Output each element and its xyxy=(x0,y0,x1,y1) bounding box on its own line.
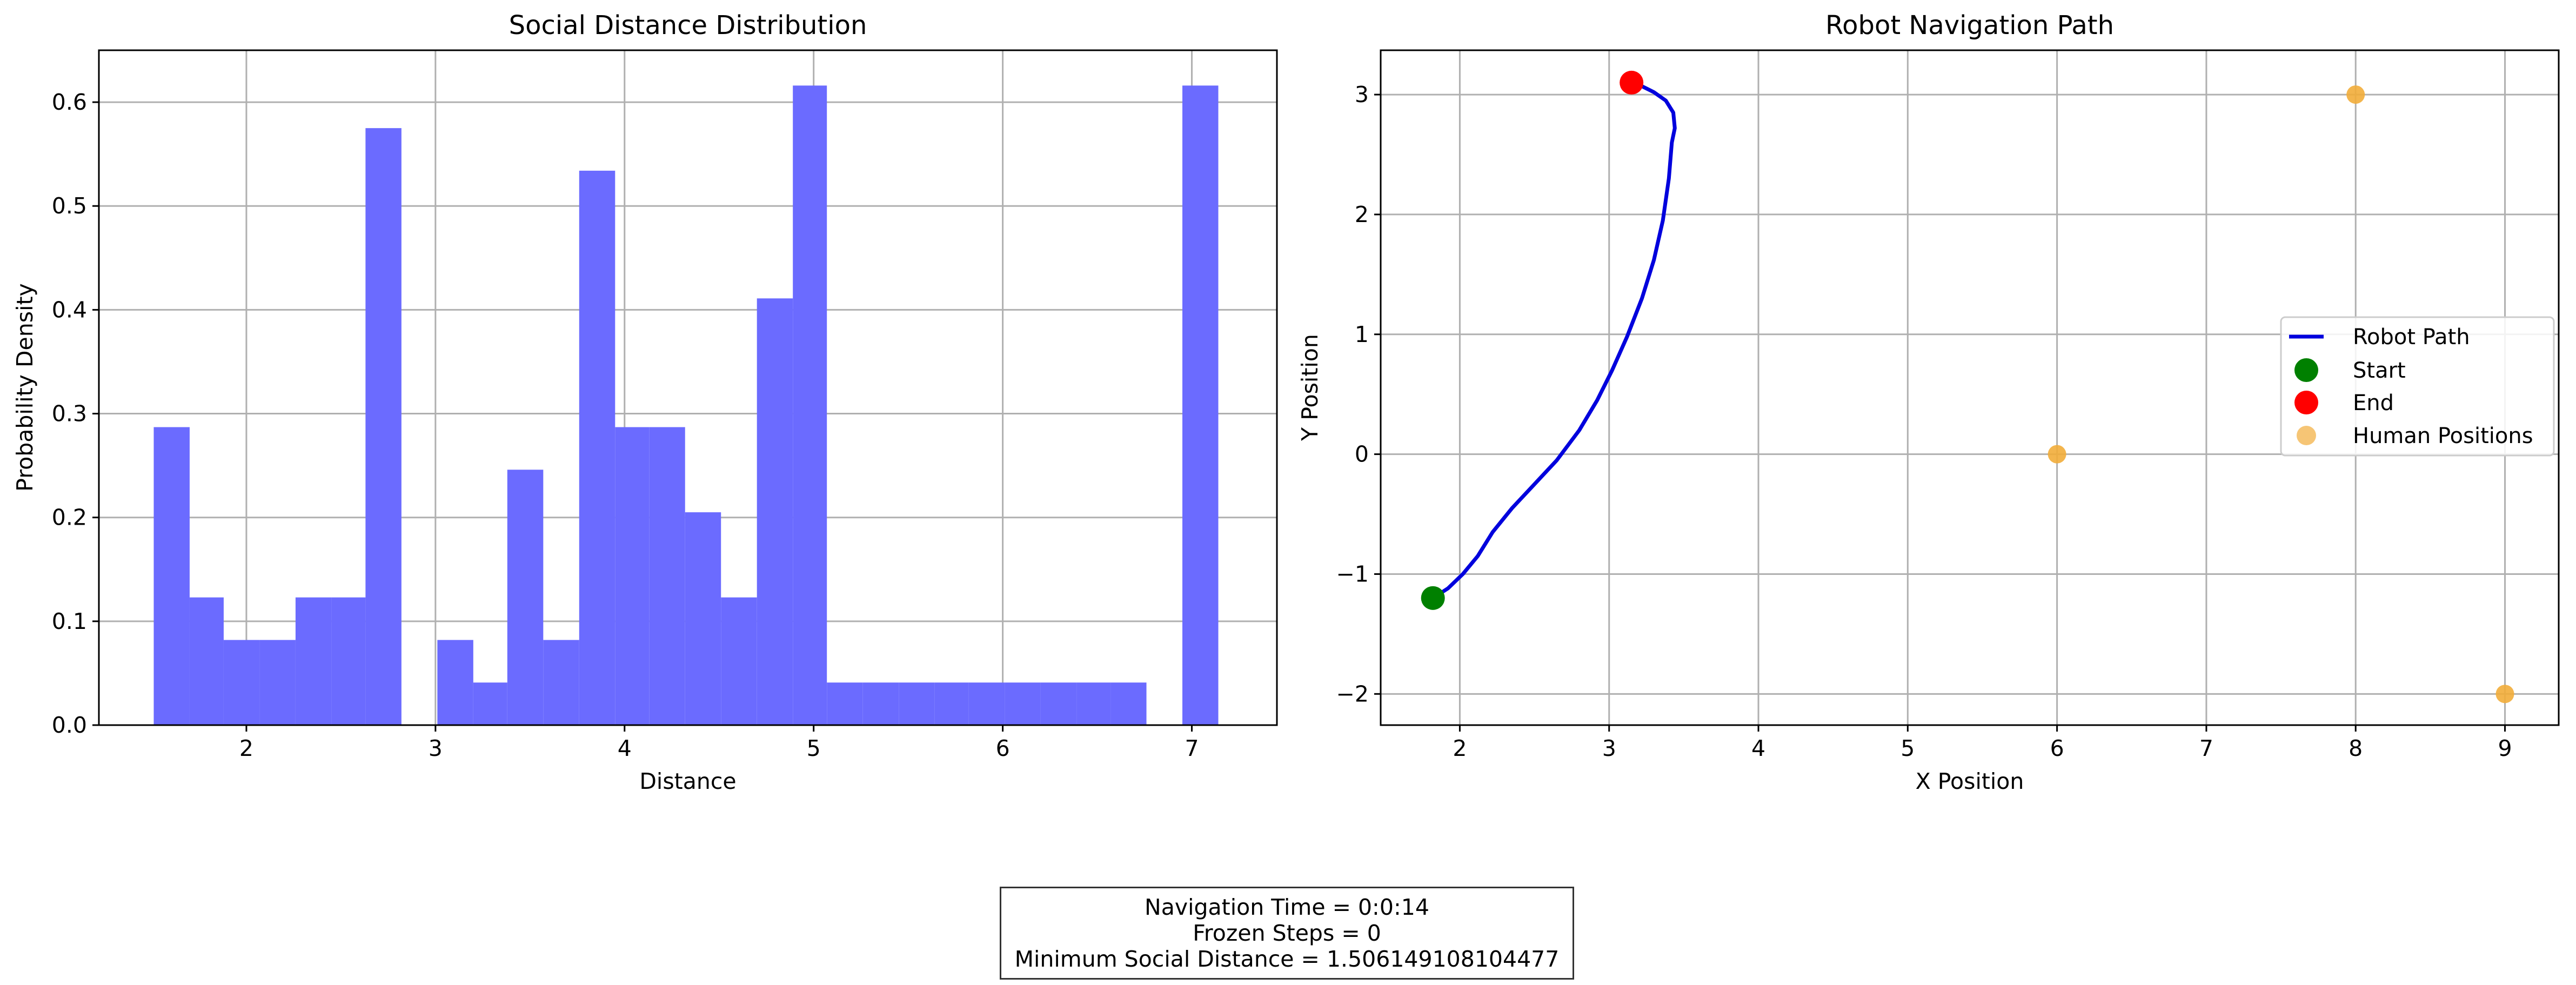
histogram-bar xyxy=(259,640,296,725)
x-tick-label: 6 xyxy=(996,735,1010,761)
histogram-y-ticks: 0.0 0.1 0.2 0.3 0.4 0.5 0.6 xyxy=(52,89,99,738)
histogram-bar xyxy=(331,597,366,725)
histogram-bar xyxy=(223,640,260,725)
stats-navigation-time: Navigation Time = 0:0:14 xyxy=(1145,894,1429,920)
y-tick-label: 0 xyxy=(1355,441,1369,467)
legend-label-start: Start xyxy=(2353,358,2406,383)
y-tick-label: 3 xyxy=(1355,82,1369,108)
histogram-bar xyxy=(1182,85,1219,726)
histogram-x-label: Distance xyxy=(639,768,736,794)
histogram-bar xyxy=(295,597,332,725)
x-tick-label: 4 xyxy=(1751,735,1765,761)
stats-frozen-steps: Frozen Steps = 0 xyxy=(1193,920,1381,946)
x-tick-label: 5 xyxy=(1901,735,1915,761)
histogram-bar xyxy=(153,427,190,725)
histogram-bar xyxy=(189,597,224,725)
navigation-y-ticks: −2 −1 0 1 2 3 xyxy=(1336,82,1381,707)
histogram-bar xyxy=(1110,682,1147,725)
histogram-y-label: Probability Density xyxy=(12,283,38,492)
y-tick-label: 0.6 xyxy=(52,89,87,115)
x-tick-label: 3 xyxy=(429,735,443,761)
y-tick-label: 0.5 xyxy=(52,193,87,219)
human-position-marker xyxy=(2048,445,2066,464)
histogram-bars xyxy=(153,85,1219,726)
histogram-bar xyxy=(649,427,685,725)
y-tick-label: 1 xyxy=(1355,321,1369,347)
histogram-bar xyxy=(365,128,402,726)
histogram-bar xyxy=(543,640,579,725)
histogram-bar xyxy=(1005,682,1041,725)
histogram-bar xyxy=(579,170,615,726)
histogram-bar xyxy=(437,640,473,725)
y-tick-label: 0.2 xyxy=(52,505,87,531)
legend-human-marker xyxy=(2297,426,2316,445)
histogram-bar xyxy=(473,682,507,725)
histogram-bar xyxy=(615,427,650,725)
histogram-bar xyxy=(968,682,1005,725)
y-tick-label: 0.3 xyxy=(52,401,87,427)
x-tick-label: 9 xyxy=(2498,735,2512,761)
y-tick-label: 2 xyxy=(1355,202,1369,227)
histogram-title: Social Distance Distribution xyxy=(509,10,867,41)
x-tick-label: 5 xyxy=(807,735,821,761)
x-tick-label: 3 xyxy=(1602,735,1616,761)
histogram-bar xyxy=(507,470,544,725)
histogram-bar xyxy=(757,298,793,725)
histogram-bar xyxy=(1076,682,1111,725)
histogram-bar xyxy=(793,85,827,726)
x-tick-label: 6 xyxy=(2050,735,2064,761)
legend-end-marker xyxy=(2294,391,2318,414)
y-tick-label: −2 xyxy=(1336,681,1369,707)
x-tick-label: 7 xyxy=(2199,735,2213,761)
human-position-marker xyxy=(2495,685,2514,703)
navigation-y-label: Y Position xyxy=(1297,334,1323,441)
robot-path-line xyxy=(1431,81,1677,600)
x-tick-label: 7 xyxy=(1185,735,1199,761)
x-tick-label: 8 xyxy=(2348,735,2363,761)
histogram-bar xyxy=(862,682,899,725)
stats-min-social-distance: Minimum Social Distance = 1.506149108104… xyxy=(1014,946,1560,972)
x-tick-label: 2 xyxy=(1453,735,1467,761)
end-marker xyxy=(1620,70,1644,95)
histogram-bar xyxy=(899,682,935,725)
y-tick-label: 0.4 xyxy=(52,297,87,323)
y-tick-label: −1 xyxy=(1336,561,1369,587)
histogram-chart: 2 3 4 5 6 7 0.0 0.1 0.2 0.3 0.4 0.5 0.6 Social Dist… xyxy=(12,10,1278,794)
navigation-data xyxy=(1421,70,2514,703)
legend: Robot Path Start End Human Positions xyxy=(2280,316,2555,457)
legend-label-end: End xyxy=(2353,391,2394,416)
y-tick-label: 0.1 xyxy=(52,608,87,634)
y-tick-label: 0.0 xyxy=(52,712,87,738)
histogram-bar xyxy=(827,682,863,725)
navigation-x-ticks: 2 3 4 5 6 7 8 9 xyxy=(1453,725,2512,761)
histogram-bar xyxy=(934,682,969,725)
histogram-x-ticks: 2 3 4 5 6 7 xyxy=(239,725,1199,761)
start-marker xyxy=(1421,586,1445,610)
histogram-bar xyxy=(1040,682,1077,725)
histogram-bar xyxy=(685,512,721,725)
legend-box xyxy=(2280,316,2555,457)
x-tick-label: 4 xyxy=(618,735,632,761)
human-position-marker xyxy=(2346,85,2365,104)
legend-start-marker xyxy=(2294,358,2318,382)
legend-label-human-positions: Human Positions xyxy=(2353,424,2533,448)
stats-box: Navigation Time = 0:0:14 Frozen Steps = … xyxy=(1000,887,1574,980)
histogram-bar xyxy=(721,597,757,725)
x-tick-label: 2 xyxy=(239,735,253,761)
navigation-title: Robot Navigation Path xyxy=(1825,10,2114,41)
legend-label-robot-path: Robot Path xyxy=(2353,325,2470,350)
navigation-frame xyxy=(1380,49,2560,726)
navigation-x-label: X Position xyxy=(1916,768,2024,794)
histogram-frame xyxy=(98,49,1278,726)
